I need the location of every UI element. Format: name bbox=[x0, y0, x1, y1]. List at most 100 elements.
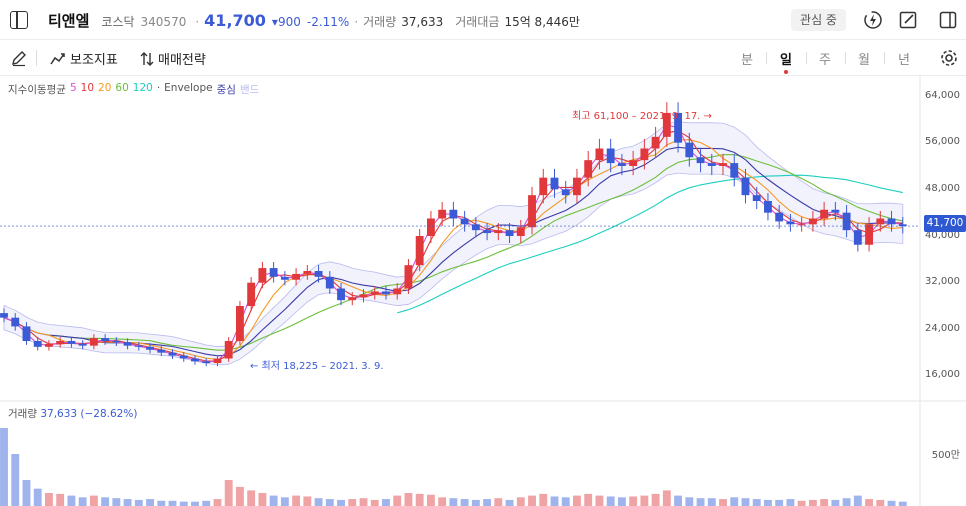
volume-bar bbox=[494, 498, 503, 506]
candle-body bbox=[22, 326, 31, 341]
volume-bar bbox=[539, 493, 548, 506]
candle-body bbox=[370, 291, 379, 295]
candle-body bbox=[595, 148, 604, 161]
market-label: 코스닥 bbox=[101, 15, 135, 29]
period-week-tab[interactable]: 주 bbox=[819, 53, 831, 68]
candle-body bbox=[179, 355, 188, 359]
lightning-icon[interactable] bbox=[862, 9, 884, 31]
candle-body bbox=[752, 195, 761, 201]
volume-bar bbox=[449, 498, 458, 506]
period-day-tab[interactable]: 일 bbox=[776, 49, 796, 74]
candle-body bbox=[617, 163, 626, 166]
candle-body bbox=[134, 345, 143, 347]
candle-body bbox=[168, 352, 177, 356]
strategy-label: 매매전략 bbox=[158, 53, 206, 68]
envelope-mid-line bbox=[3, 146, 903, 357]
volume-bar bbox=[528, 495, 536, 506]
volume-bar bbox=[33, 488, 42, 506]
volume-axis-label: 500만 bbox=[931, 450, 960, 461]
candle-body bbox=[314, 271, 323, 277]
volume-bar bbox=[337, 499, 345, 506]
candle-body bbox=[539, 177, 548, 196]
candle-body bbox=[415, 236, 424, 266]
legend-ma60: 60 bbox=[115, 82, 129, 94]
y-tick-label: 32,000 bbox=[925, 276, 960, 287]
toolbar-divider bbox=[36, 50, 37, 66]
candle-body bbox=[146, 346, 154, 350]
volume-bar bbox=[314, 498, 323, 506]
volume-bar bbox=[584, 493, 593, 506]
layout-panel-icon[interactable] bbox=[937, 9, 959, 31]
legend-envelope: Envelope bbox=[164, 82, 213, 94]
candle-body bbox=[887, 218, 896, 225]
candle-body bbox=[157, 349, 166, 353]
volume-bar bbox=[101, 497, 110, 506]
drawing-tool-button[interactable] bbox=[10, 49, 32, 67]
volume-bar bbox=[22, 480, 31, 506]
amount-value: 15억 8,446만 bbox=[504, 15, 580, 29]
volume-bar bbox=[348, 499, 357, 506]
volume-bar bbox=[292, 495, 301, 506]
volume-bar bbox=[629, 496, 638, 506]
volume-bar bbox=[853, 495, 862, 506]
candle-body bbox=[449, 209, 458, 219]
indicator-button[interactable]: 보조지표 bbox=[50, 49, 118, 68]
candlestick-chart[interactable] bbox=[0, 76, 966, 506]
volume-value: 37,633 bbox=[401, 15, 444, 29]
low-annotation: ← 최저 18,225 – 2021. 3. 9. bbox=[250, 361, 384, 372]
candle-body bbox=[460, 218, 469, 225]
period-month-tab[interactable]: 월 bbox=[858, 53, 870, 68]
candle-body bbox=[764, 201, 772, 213]
settings-gear-icon[interactable] bbox=[938, 47, 960, 69]
candle-body bbox=[876, 218, 885, 225]
stock-code: 340570 bbox=[140, 15, 187, 29]
strategy-button[interactable]: 매매전략 bbox=[140, 49, 206, 68]
volume-bar bbox=[573, 495, 581, 506]
candle-body bbox=[786, 221, 795, 225]
candle-body bbox=[629, 160, 638, 166]
volume-bar bbox=[393, 495, 402, 506]
period-year-tab[interactable]: 년 bbox=[898, 53, 910, 68]
y-tick-label: 40,000 bbox=[925, 230, 960, 241]
legend-ma10: 10 bbox=[80, 82, 95, 94]
candle-body bbox=[0, 313, 8, 318]
volume-bar bbox=[191, 501, 199, 506]
favorite-button[interactable]: 관심 중 bbox=[791, 9, 846, 31]
candle-body bbox=[775, 212, 784, 222]
candle-body bbox=[426, 218, 435, 236]
volume-bar bbox=[56, 493, 65, 506]
candle-body bbox=[640, 148, 649, 161]
volume-bar bbox=[325, 499, 334, 506]
candle-body bbox=[831, 209, 840, 213]
candle-body bbox=[561, 189, 570, 196]
legend-ma20: 20 bbox=[98, 82, 112, 94]
volume-bar bbox=[606, 496, 615, 506]
volume-bar bbox=[550, 496, 559, 506]
candle-body bbox=[67, 341, 76, 344]
volume-bar bbox=[505, 499, 514, 506]
candle-body bbox=[707, 163, 716, 166]
candle-body bbox=[797, 224, 806, 226]
y-tick-label: 56,000 bbox=[925, 136, 960, 147]
sidebar-toggle-icon[interactable] bbox=[10, 11, 28, 29]
strategy-icon bbox=[140, 51, 154, 66]
candle-body bbox=[741, 177, 750, 196]
volume-bar bbox=[438, 497, 447, 506]
indicator-label: 보조지표 bbox=[70, 53, 118, 68]
candle-body bbox=[202, 361, 211, 364]
candle-body bbox=[494, 230, 503, 234]
price-chart[interactable]: 지수이동평균 5 10 20 60 120 · Envelope 중심 밴드 6… bbox=[0, 76, 966, 506]
candle-body bbox=[191, 358, 199, 362]
edit-icon[interactable] bbox=[897, 9, 919, 31]
period-minute-tab[interactable]: 분 bbox=[741, 53, 753, 68]
stock-name: 티앤엘 bbox=[48, 12, 90, 30]
candle-body bbox=[112, 341, 121, 343]
volume-bar bbox=[651, 493, 660, 506]
volume-bar bbox=[483, 499, 492, 506]
volume-bar bbox=[45, 493, 53, 506]
volume-bar bbox=[382, 499, 390, 506]
candle-body bbox=[235, 306, 244, 341]
candle-body bbox=[865, 224, 873, 245]
high-annotation: 최고 61,100 – 2021. 9. 17. → bbox=[572, 111, 712, 122]
candle-body bbox=[348, 297, 357, 301]
